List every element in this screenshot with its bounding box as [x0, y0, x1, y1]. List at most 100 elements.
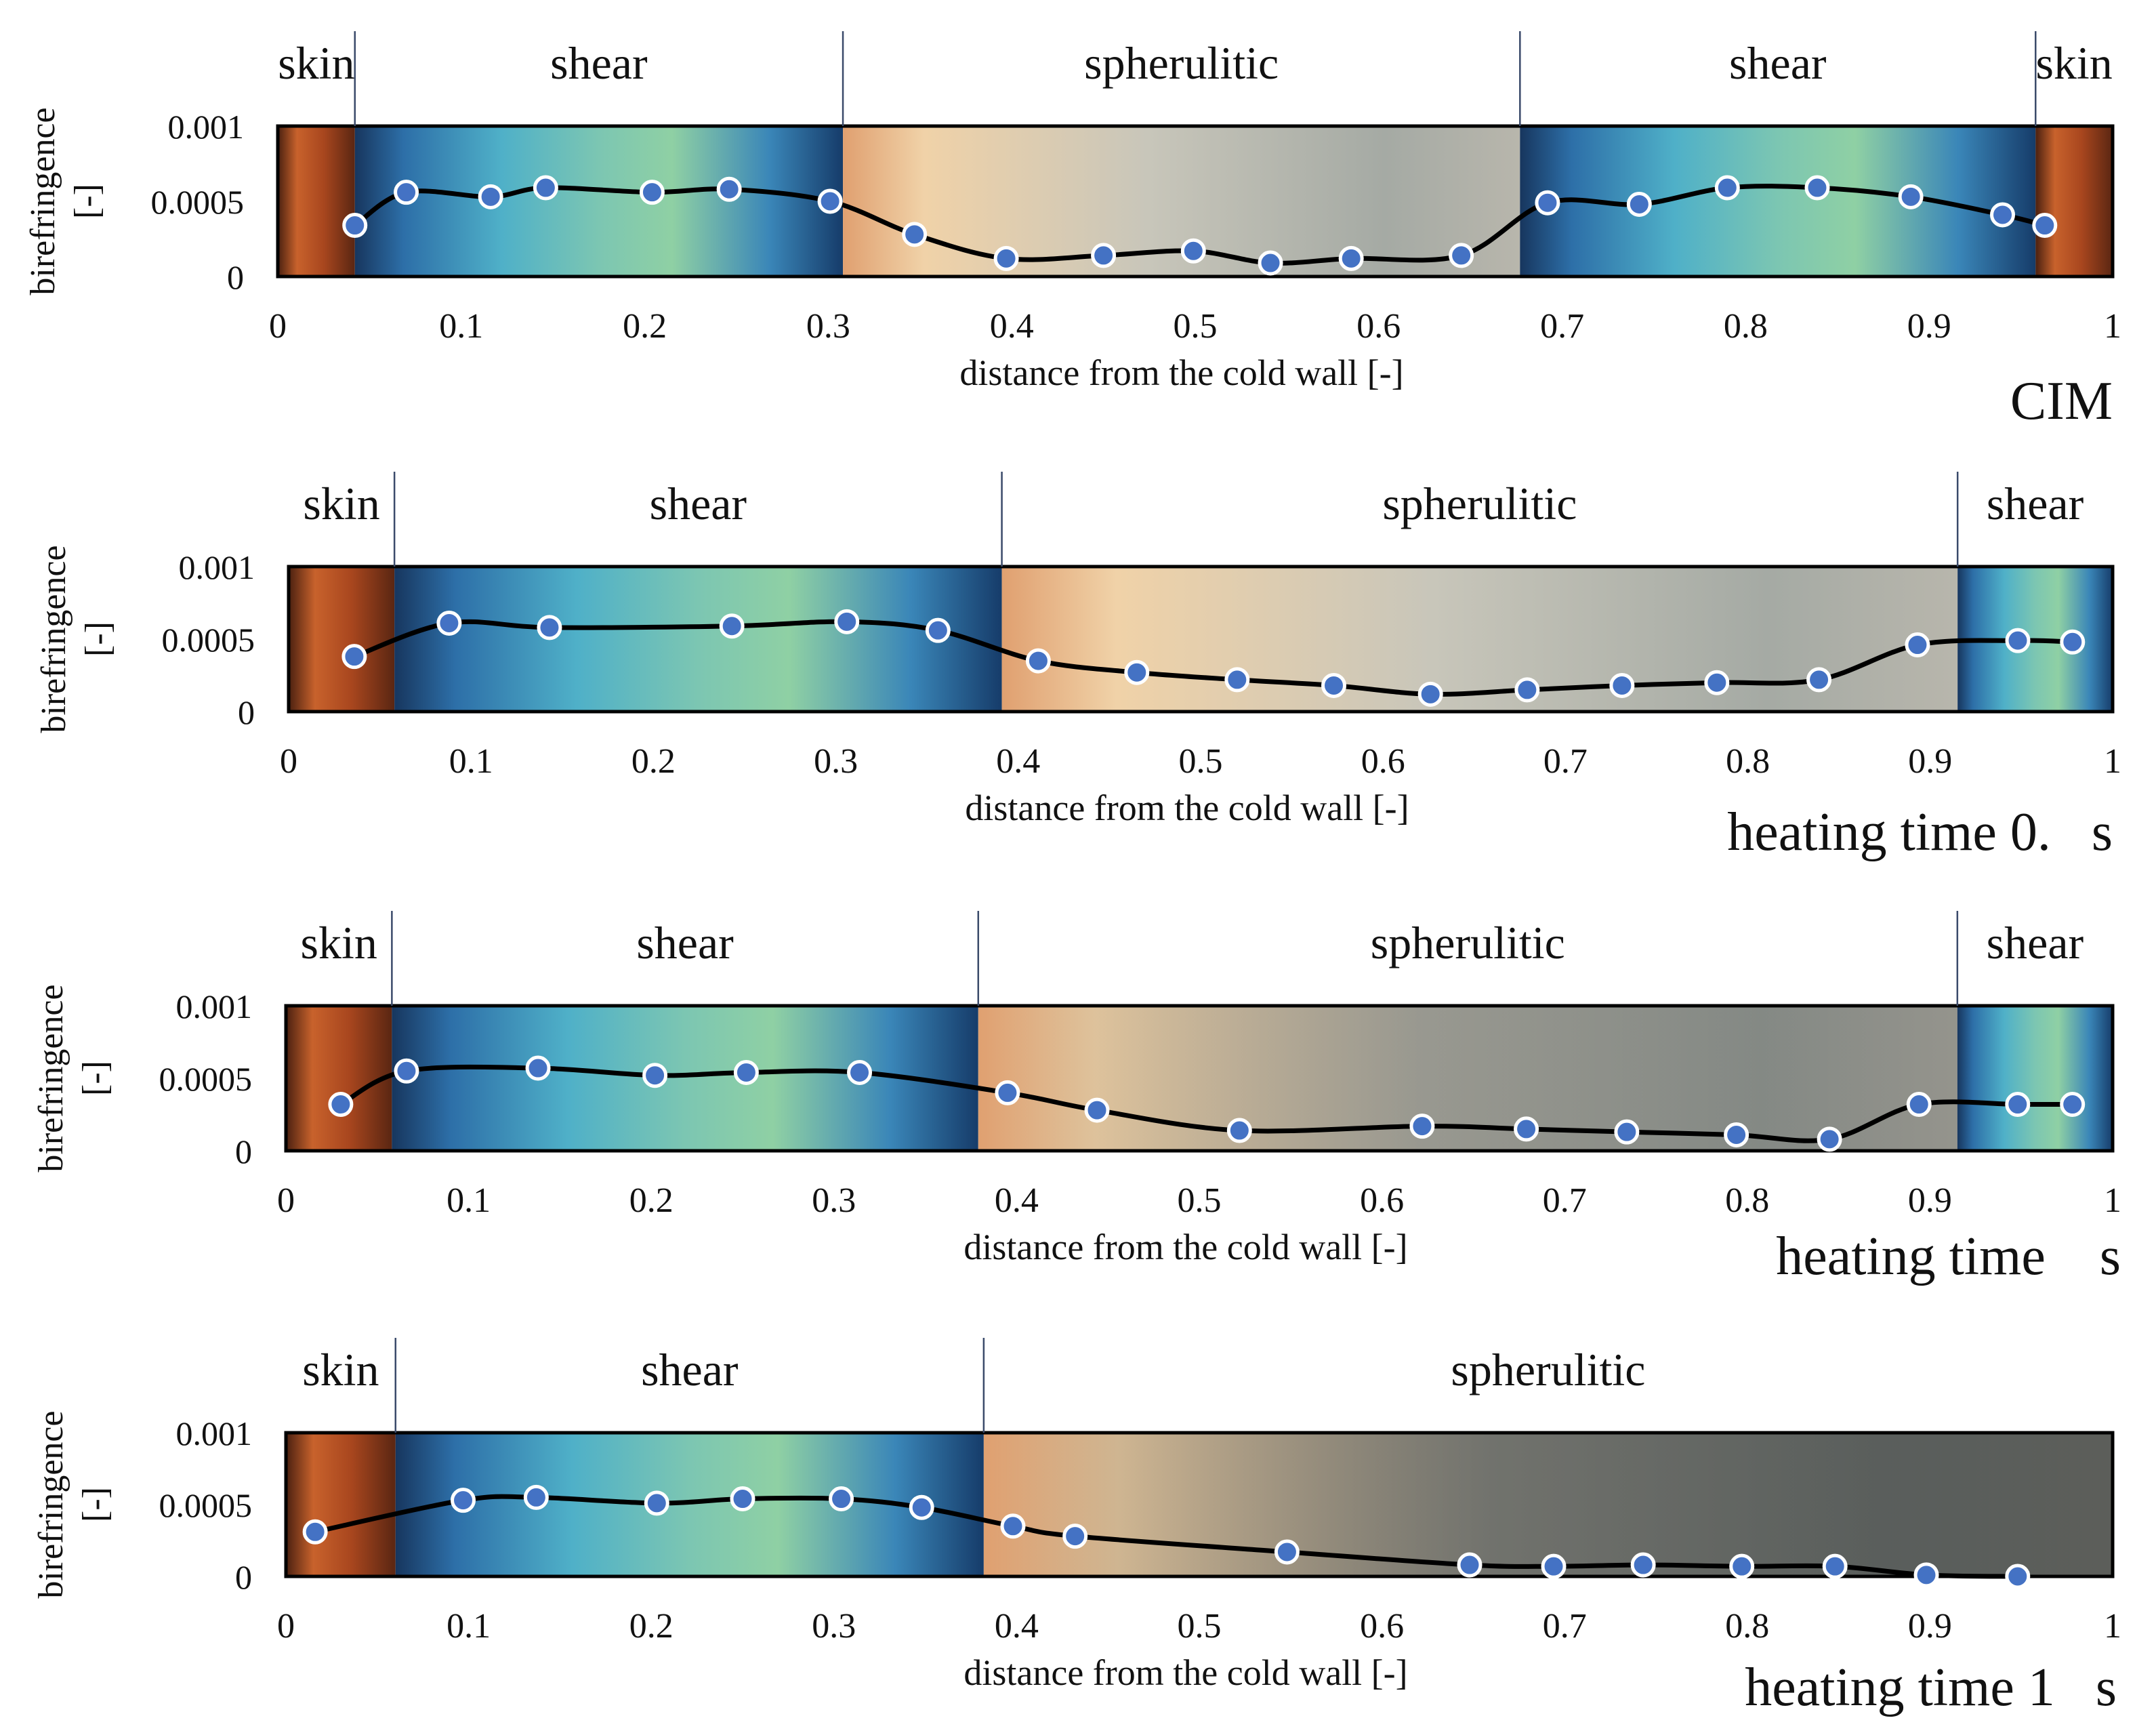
- data-point: [451, 1488, 476, 1513]
- zone-band-spherulitic: [1001, 567, 1958, 712]
- x-tick-label: 0: [277, 1181, 295, 1220]
- data-point: [1905, 632, 1930, 658]
- data-point: [2060, 629, 2086, 655]
- data-point: [642, 1063, 668, 1088]
- data-point: [1274, 1539, 1300, 1565]
- data-point: [1258, 250, 1283, 276]
- micrograph-background: [286, 1006, 2113, 1151]
- zone-label-skin: skin: [302, 1344, 379, 1395]
- x-tick-label: 0.1: [449, 742, 493, 781]
- y-axis: 0 0.0005 0.001 birefringence [-]: [32, 984, 252, 1172]
- x-tick-label: 0.8: [1725, 1181, 1769, 1220]
- x-tick-label: 0.9: [1908, 1607, 1952, 1646]
- x-tick-label: 0.2: [629, 1607, 673, 1646]
- data-point: [719, 613, 745, 639]
- data-point: [1724, 1122, 1749, 1147]
- y-tick-label: 0: [235, 1132, 252, 1170]
- data-point: [1084, 1097, 1110, 1123]
- data-point: [1990, 202, 2016, 228]
- zone-label-shear: shear: [650, 478, 747, 529]
- zone-label-spherulitic: spherulitic: [1371, 917, 1565, 968]
- x-tick-label: 0: [277, 1607, 295, 1646]
- data-point: [342, 213, 368, 239]
- y-tick-label: 0.001: [176, 1414, 253, 1452]
- x-tick-label: 0.3: [806, 307, 850, 346]
- data-point: [533, 175, 558, 201]
- zone-label-shear: shear: [1729, 37, 1827, 89]
- zone-labels: skin shear spherulitic shear skin: [278, 31, 2113, 126]
- x-axis: 0 0.1 0.2 0.3 0.4 0.5 0.6 0.7 0.8 0.9 1 distance fr…: [277, 1607, 2121, 1693]
- x-tick-label: 0.4: [995, 1607, 1039, 1646]
- x-tick-label: 0.7: [1543, 742, 1588, 781]
- data-point: [2060, 1092, 2086, 1118]
- y-axis-label: birefringence [-]: [32, 984, 115, 1172]
- x-tick-label: 0.9: [1908, 1181, 1952, 1220]
- zone-band-skin: [278, 126, 355, 277]
- data-point: [1913, 1562, 1939, 1588]
- data-point: [1062, 1524, 1088, 1549]
- x-axis-label: distance from the cold wall [-]: [963, 1652, 1407, 1693]
- x-tick-label: 0.6: [1361, 742, 1405, 781]
- zone-label-skin: skin: [303, 478, 379, 529]
- x-tick-label: 0.2: [631, 742, 676, 781]
- x-tick-label: 0.8: [1725, 1607, 1769, 1646]
- y-axis-label: birefringence [-]: [35, 545, 117, 733]
- panel-1: skin shear spherulitic shear skin 0 0.0005 0.00…: [24, 31, 2121, 431]
- x-axis: 0 0.1 0.2 0.3 0.4 0.5 0.6 0.7 0.8 0.9 1 distance fr…: [269, 307, 2121, 393]
- zone-labels: skin shear spherulitic shear: [303, 472, 2084, 567]
- data-point: [537, 615, 562, 640]
- data-point: [302, 1519, 328, 1545]
- data-point: [2005, 628, 2031, 653]
- data-point: [847, 1059, 873, 1085]
- x-tick-label: 0.5: [1178, 1607, 1222, 1646]
- data-point: [733, 1059, 759, 1085]
- x-tick-label: 0.1: [447, 1607, 491, 1646]
- x-axis-label: distance from the cold wall [-]: [965, 788, 1409, 828]
- x-tick-label: 0.1: [439, 307, 483, 346]
- x-tick-label: 0.5: [1174, 307, 1218, 346]
- zone-label-skin: skin: [278, 37, 354, 89]
- x-tick-label: 0.4: [996, 742, 1040, 781]
- x-tick-label: 0.6: [1360, 1181, 1404, 1220]
- texture-overlay: [983, 1433, 2113, 1576]
- data-point: [993, 245, 1019, 271]
- panel-title: heating time s: [1776, 1227, 2121, 1286]
- x-tick-label: 0.7: [1543, 1607, 1587, 1646]
- x-axis: 0 0.1 0.2 0.3 0.4 0.5 0.6 0.7 0.8 0.9 1 distance fr…: [280, 742, 2121, 828]
- y-tick-label: 0.0005: [159, 1486, 253, 1524]
- x-tick-label: 0.7: [1540, 307, 1584, 346]
- data-point: [2005, 1564, 2031, 1589]
- data-point: [1124, 659, 1150, 685]
- zone-band-skin: [289, 567, 395, 712]
- data-point: [341, 644, 367, 670]
- data-point: [1822, 1553, 1848, 1579]
- zone-label-skin: skin: [301, 917, 377, 968]
- data-point: [1321, 672, 1347, 698]
- plot-frame: [284, 1004, 2115, 1153]
- x-tick-label: 0.2: [623, 307, 667, 346]
- data-point: [1817, 1126, 1842, 1152]
- data-point: [1224, 667, 1250, 693]
- y-axis: 0 0.0005 0.001 birefringence [-]: [24, 107, 244, 296]
- x-tick-label: 0.3: [812, 1181, 856, 1220]
- y-axis-label: birefringence [-]: [24, 107, 106, 295]
- zone-labels: skin shear spherulitic shear: [301, 911, 2084, 1006]
- x-tick-label: 0.2: [629, 1181, 673, 1220]
- x-tick-label: 0.8: [1724, 307, 1768, 346]
- data-point: [394, 180, 419, 205]
- panel-title: CIM: [2010, 371, 2113, 431]
- plot-frame: [284, 1431, 2115, 1578]
- x-tick-label: 0.4: [995, 1181, 1039, 1220]
- data-point: [1449, 243, 1474, 268]
- data-point: [1409, 1114, 1435, 1139]
- y-tick-label: 0.0005: [162, 621, 255, 659]
- y-tick-label: 0.001: [176, 987, 253, 1025]
- panel-4: skin shear spherulitic 0 0.0005 0.001 birefrin…: [32, 1338, 2121, 1717]
- zone-label-spherulitic: spherulitic: [1084, 37, 1279, 89]
- y-tick-label: 0: [235, 1558, 252, 1596]
- x-tick-label: 0.3: [812, 1607, 856, 1646]
- x-axis-label: distance from the cold wall [-]: [963, 1227, 1407, 1267]
- data-point: [902, 222, 928, 247]
- zone-band-shear: [394, 567, 1002, 712]
